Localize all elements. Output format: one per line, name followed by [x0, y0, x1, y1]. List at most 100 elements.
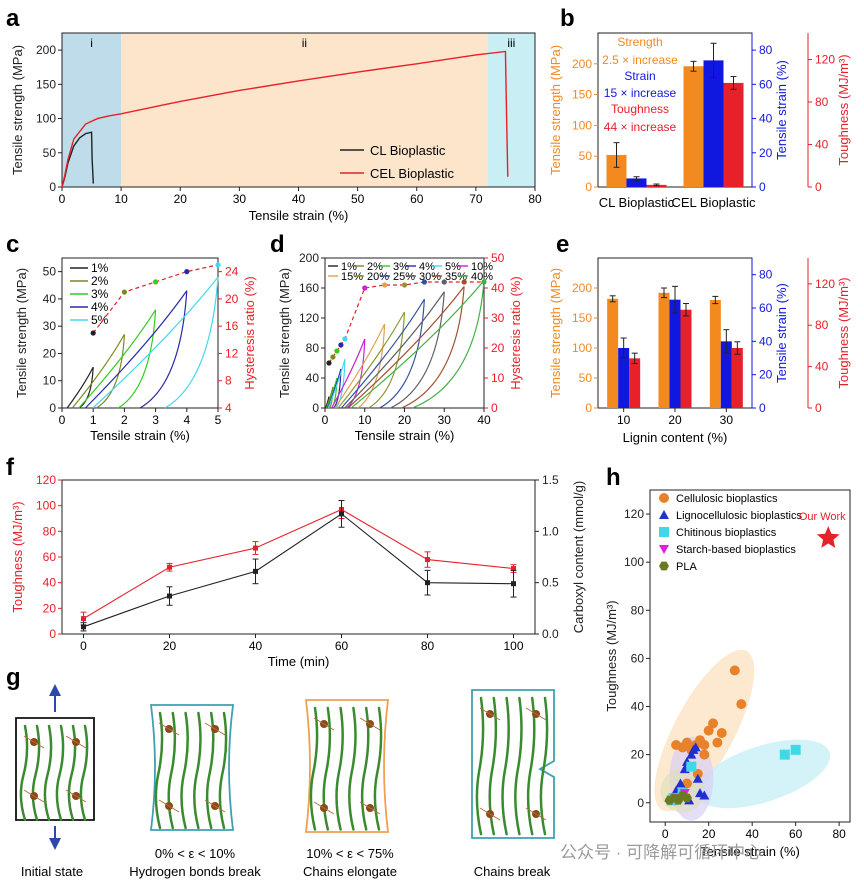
- h-y-tick-label: 100: [624, 555, 644, 569]
- c-legend-label: 2%: [91, 274, 109, 288]
- f-y2label: Carboxyl content (mmol/g): [571, 481, 586, 633]
- h-point: [703, 725, 714, 736]
- h-legend-label: PLA: [676, 561, 697, 573]
- d-hysteresis-point: [382, 282, 388, 288]
- d-loop-load: [334, 323, 386, 409]
- f-x-tick-label: 60: [335, 639, 349, 653]
- e-yleft-tick-label: 0: [585, 401, 592, 415]
- h-point: [686, 749, 697, 759]
- d-hysteresis-point: [330, 354, 336, 360]
- d-legend-label: 5%: [445, 261, 461, 273]
- e-bar: [731, 348, 743, 408]
- g-caption-range2: 10% < ε < 75%: [306, 846, 394, 861]
- h-y-tick-label: 0: [637, 796, 644, 810]
- e-bar: [658, 292, 670, 408]
- e-bar: [680, 309, 692, 408]
- g-caption-elongate: Chains elongate: [303, 864, 397, 879]
- d-loop-unload: [368, 311, 406, 409]
- d-legend-label: 20%: [367, 271, 389, 283]
- g-fiber: [43, 724, 53, 822]
- h-legend-marker: [659, 545, 669, 554]
- g-chain-link: [313, 717, 335, 731]
- b-yleft-tick-label: 0: [585, 180, 592, 194]
- h-point: [779, 749, 790, 760]
- b-annotation: 15 × increase: [604, 86, 677, 100]
- b-yleft-tick-label: 200: [572, 57, 592, 71]
- f-yleft-tick-label: 100: [36, 499, 56, 513]
- h-point: [716, 727, 727, 738]
- h-y-tick-label: 120: [624, 507, 644, 521]
- b-ymid-tick-label: 80: [759, 43, 773, 57]
- g-fiber: [180, 711, 189, 830]
- c-y2-tick-label: 20: [225, 292, 239, 306]
- h-point: [688, 744, 699, 754]
- f-series-line: [83, 508, 514, 620]
- f-yleft-tick-label: 120: [36, 473, 56, 487]
- b-yright-tick-label: 80: [815, 95, 829, 109]
- h-point: [699, 749, 710, 760]
- c-ylabel: Tensile strength (MPa): [14, 268, 29, 398]
- d-y-tick-label: 200: [299, 251, 319, 265]
- g-chain-link: [204, 722, 226, 736]
- c-y-tick-label: 10: [43, 374, 57, 388]
- a-ylabel: Tensile strength (MPa): [10, 45, 25, 175]
- g-fiber: [309, 706, 319, 831]
- f-series-line: [83, 513, 514, 628]
- e-category-label: 10: [617, 413, 631, 427]
- g-fiber: [55, 724, 65, 822]
- f-yleft-tick-label: 60: [43, 550, 57, 564]
- g-chain-link: [525, 707, 547, 721]
- c-loop-load: [84, 290, 188, 409]
- f-point: [425, 557, 430, 563]
- panel-label-a: a: [6, 5, 20, 32]
- b-yright-tick-label: 40: [815, 138, 829, 152]
- h-point: [729, 665, 740, 676]
- e-xlabel: Lignin content (%): [623, 430, 728, 445]
- h-cluster-chitinous: [695, 739, 831, 809]
- c-loop-unload: [117, 309, 157, 409]
- panel-label-e: e: [556, 231, 569, 258]
- c-x-tick-label: 0: [59, 413, 66, 427]
- e-yright-tick-label: 0: [815, 401, 822, 415]
- e-ymid-tick-label: 40: [759, 334, 773, 348]
- g-fiber: [514, 696, 523, 836]
- f-point: [167, 564, 172, 570]
- g-fiber: [348, 706, 357, 831]
- d-hysteresis-point: [338, 342, 344, 348]
- g-fiber: [31, 724, 41, 822]
- c-y2-tick-label: 12: [225, 346, 239, 360]
- d-hysteresis-point: [481, 279, 487, 285]
- h-point: [675, 778, 686, 788]
- d-y2-tick-label: 20: [491, 341, 505, 355]
- g-chain-link: [479, 707, 501, 721]
- region-label-i: i: [90, 36, 93, 50]
- panel-e: 0 50 100 150 200 0 20 40 60 80 0 40 80 120 Tensile str…: [548, 257, 851, 445]
- b-ymid-tick-label: 40: [759, 112, 773, 126]
- b-annotation: 44 × increase: [604, 120, 677, 134]
- d-legend-label: 15%: [341, 271, 363, 283]
- d-legend-label: 1%: [341, 261, 357, 273]
- d-y2-tick-label: 0: [491, 401, 498, 415]
- c-legend-label: 5%: [91, 313, 109, 327]
- b-bar: [723, 82, 744, 187]
- h-point: [790, 744, 801, 755]
- a-y-tick-label: 200: [36, 43, 56, 57]
- b-bar: [703, 60, 724, 187]
- a-y-tick-label: 100: [36, 112, 56, 126]
- panel-g: [15, 684, 555, 850]
- d-loop-load: [350, 280, 485, 409]
- c-y-tick-label: 30: [43, 319, 57, 333]
- d-legend-label: 4%: [419, 261, 435, 273]
- g-chain-link: [65, 789, 87, 803]
- c-y2-tick-label: 8: [225, 374, 232, 388]
- b-category-label: CL Bioplastic: [599, 195, 675, 210]
- f-yright-tick-label: 0.0: [542, 627, 559, 641]
- d-legend-label: 40%: [471, 271, 493, 283]
- g-chain-link: [525, 807, 547, 821]
- watermark: 公众号 · 可降解可循环中心: [560, 843, 762, 862]
- c-y-tick-label: 0: [49, 401, 56, 415]
- d-hysteresis-line: [328, 281, 484, 364]
